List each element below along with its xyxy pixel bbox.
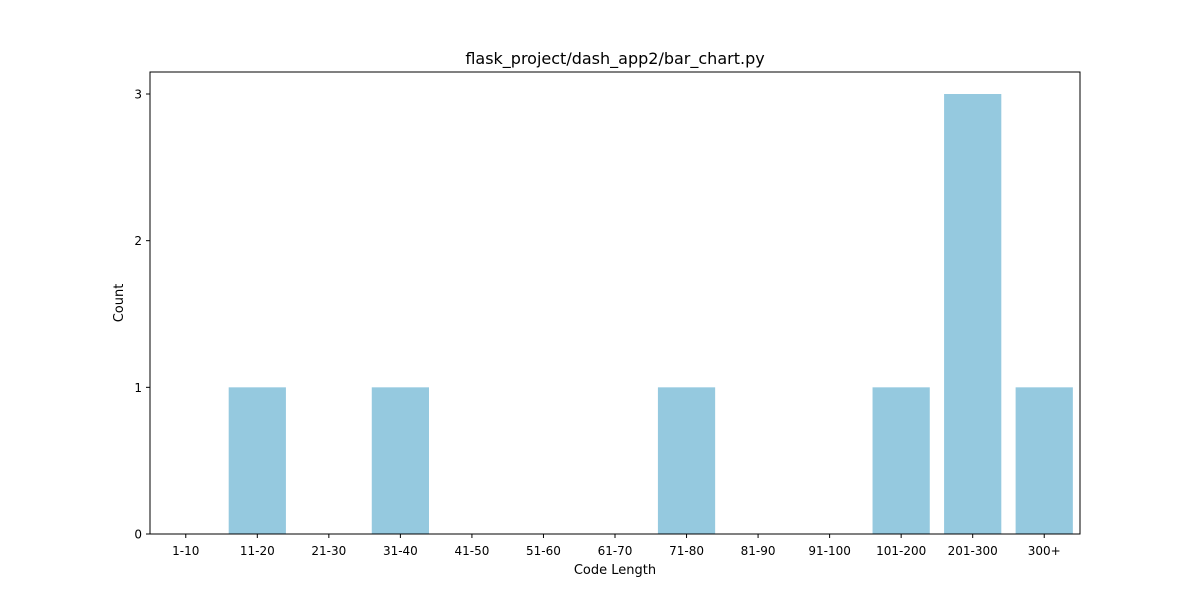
plot-frame [149,71,1081,535]
y-tick-label: 1 [134,381,142,395]
x-tick-label: 21-30 [311,544,346,558]
x-axis: 1-10 11-20 21-30 31-40 41-50 51-60 61-70 71-80 8… [172,534,1061,558]
bars-layer [228,94,1073,534]
x-tick-label: 81-90 [741,544,776,558]
x-tick-label: 91-100 [808,544,851,558]
bar-11-20 [228,387,286,534]
bar-300+ [1015,387,1073,534]
y-tick-label: 2 [134,234,142,248]
x-axis-label: Code Length [574,563,656,578]
y-tick-label: 3 [134,88,142,102]
x-tick-label: 51-60 [526,544,561,558]
y-axis: 0 1 2 3 [134,88,150,542]
chart-title: flask_project/dash_app2/bar_chart.py [465,49,764,69]
y-axis-label: Count [112,284,127,323]
x-tick-label: 71-80 [669,544,704,558]
x-tick-label: 1-10 [172,544,199,558]
bar-101-200 [872,387,930,534]
bar-71-80 [657,387,716,534]
x-tick-label: 101-200 [876,544,926,558]
x-tick-label: 61-70 [598,544,633,558]
x-tick-label: 31-40 [383,544,418,558]
bar-31-40 [371,387,429,534]
x-tick-label: 41-50 [454,544,489,558]
x-tick-label: 11-20 [240,544,275,558]
x-tick-label: 201-300 [948,544,998,558]
x-tick-label: 300+ [1028,544,1061,558]
y-tick-label: 0 [134,528,142,542]
bar-201-300 [944,94,1002,534]
